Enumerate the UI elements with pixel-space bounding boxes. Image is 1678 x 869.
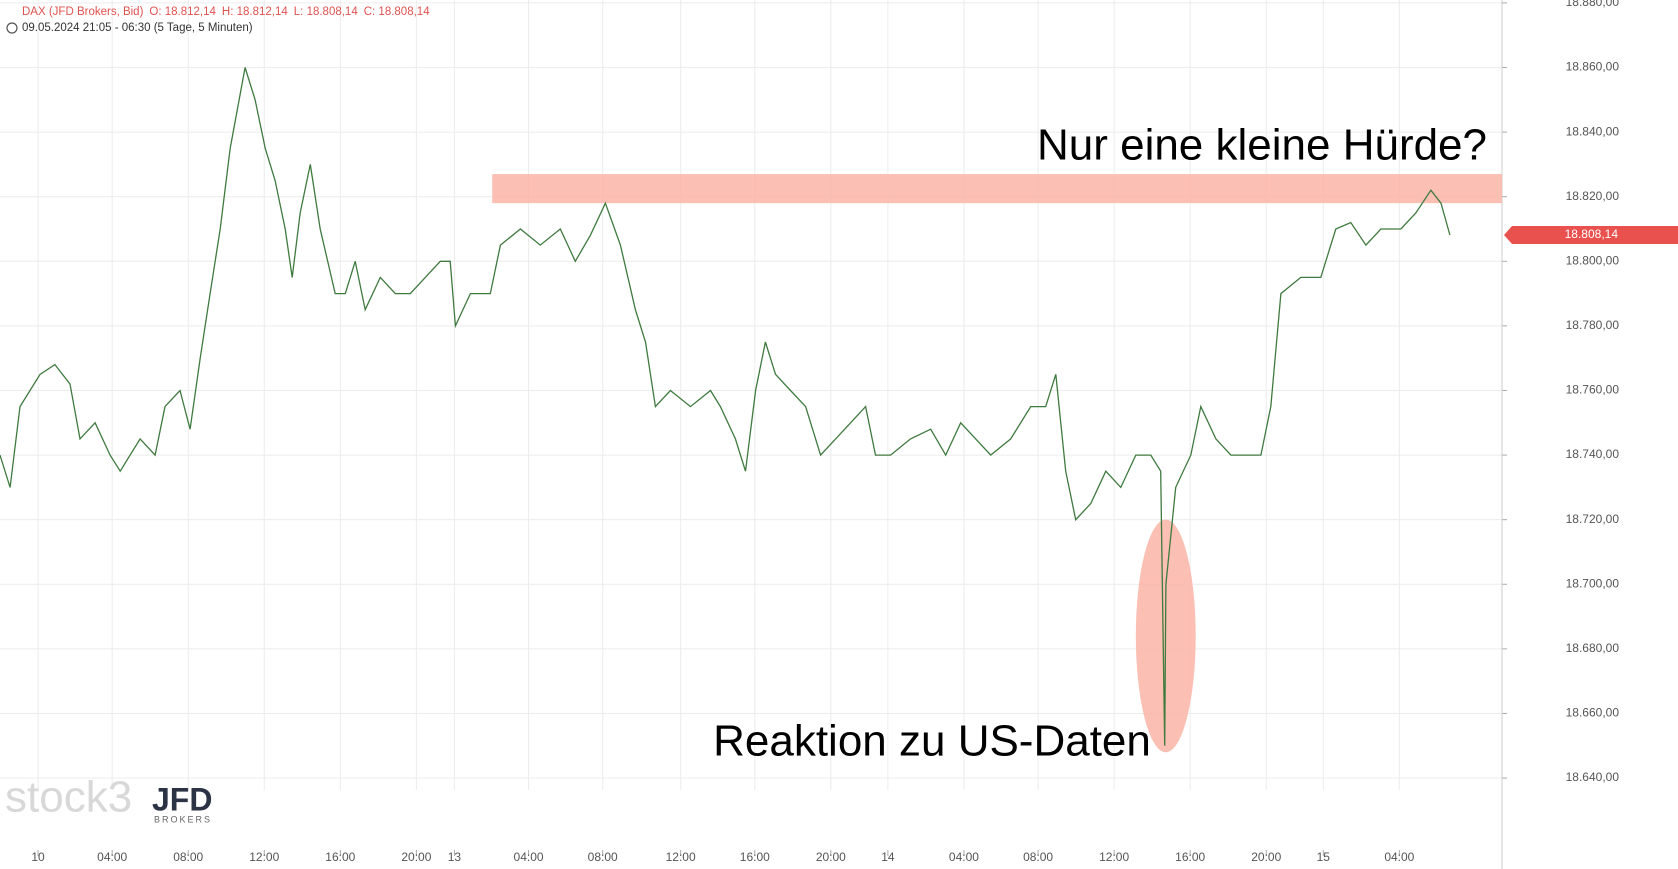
header-item: O: 18.812,14 xyxy=(149,6,216,18)
y-tick-label: 18.680,00 xyxy=(1566,641,1620,655)
y-tick-label: 18.640,00 xyxy=(1566,770,1620,784)
x-tick-label: 08:00 xyxy=(1023,850,1053,864)
y-tick-label: 18.800,00 xyxy=(1566,253,1620,267)
x-tick-label: 12:00 xyxy=(1099,850,1129,864)
clock-icon xyxy=(6,22,18,34)
highlight-band xyxy=(492,174,1502,204)
x-tick-label: 08:00 xyxy=(173,850,203,864)
x-tick-label: 04:00 xyxy=(1384,850,1414,864)
x-tick-label: 16:00 xyxy=(740,850,770,864)
x-tick-label: 04:00 xyxy=(97,850,127,864)
x-tick-label: 12:00 xyxy=(249,850,279,864)
y-tick-label: 18.720,00 xyxy=(1566,512,1620,526)
y-tick-label: 18.820,00 xyxy=(1566,189,1620,203)
header-item: DAX (JFD Brokers, Bid) xyxy=(22,6,144,18)
last-price-label: 18.808,14 xyxy=(1565,227,1619,241)
header-item: C: 18.808,14 xyxy=(364,6,430,18)
price-line xyxy=(0,67,1451,746)
y-tick-label: 18.660,00 xyxy=(1566,706,1620,720)
x-tick-label: 20:00 xyxy=(401,850,431,864)
y-tick-label: 18.880,00 xyxy=(1566,0,1620,9)
x-tick-label: 20:00 xyxy=(816,850,846,864)
logo: BROKERS xyxy=(154,814,212,824)
x-tick-label: 16:00 xyxy=(1175,850,1205,864)
y-tick-label: 18.760,00 xyxy=(1566,383,1620,397)
y-tick-label: 18.860,00 xyxy=(1566,60,1620,74)
last-price-tag xyxy=(1504,225,1678,244)
subheader: 09.05.2024 21:05 - 06:30 (5 Tage, 5 Minu… xyxy=(22,22,253,34)
y-tick-label: 18.740,00 xyxy=(1566,447,1620,461)
x-tick-label: 10 xyxy=(31,850,45,864)
header-item: H: 18.812,14 xyxy=(222,6,288,18)
logo: JFD xyxy=(152,781,212,817)
x-tick-label: 08:00 xyxy=(588,850,618,864)
annotation: Reaktion zu US-Daten xyxy=(713,717,1151,766)
x-tick-label: 04:00 xyxy=(514,850,544,864)
header: DAX (JFD Brokers, Bid) O: 18.812,14 H: 18.… xyxy=(22,6,430,18)
x-tick-label: 15 xyxy=(1317,850,1331,864)
x-tick-label: 12:00 xyxy=(666,850,696,864)
y-tick-label: 18.700,00 xyxy=(1566,576,1620,590)
x-tick-label: 14 xyxy=(881,850,895,864)
logo: stock3 xyxy=(5,773,132,822)
x-tick-label: 13 xyxy=(448,850,462,864)
annotation: Nur eine kleine Hürde? xyxy=(1037,121,1487,170)
x-tick-label: 20:00 xyxy=(1251,850,1281,864)
y-tick-label: 18.840,00 xyxy=(1566,124,1620,138)
x-tick-label: 04:00 xyxy=(949,850,979,864)
y-tick-label: 18.780,00 xyxy=(1566,318,1620,332)
x-tick-label: 16:00 xyxy=(325,850,355,864)
header-item: L: 18.808,14 xyxy=(294,6,359,18)
